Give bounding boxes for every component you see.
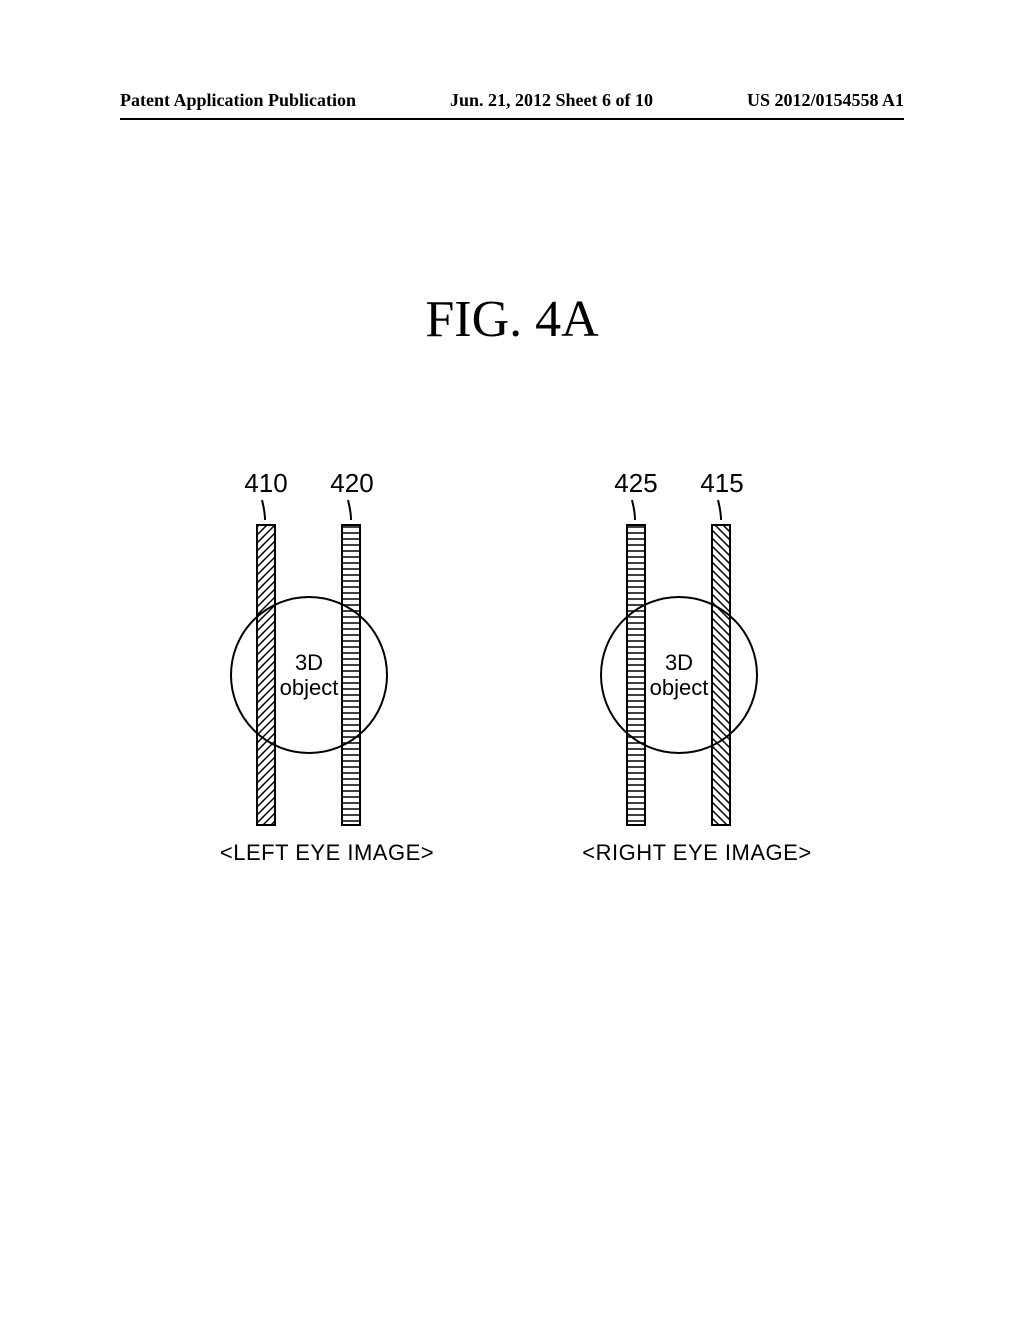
header-center: Jun. 21, 2012 Sheet 6 of 10 — [450, 90, 653, 111]
bar-415 — [712, 525, 730, 825]
left-eye-svg: 410 420 3D object — [202, 470, 452, 800]
bar-410 — [257, 525, 275, 825]
left-eye-panel: 410 420 3D object <LEFT EYE IMAGE> — [202, 470, 452, 866]
header-rule — [120, 118, 904, 120]
label-420: 420 — [330, 470, 373, 498]
object-text-line1: 3D — [295, 650, 323, 675]
right-eye-svg: 425 415 3D object — [572, 470, 822, 800]
figure-title: FIG. 4A — [0, 290, 1024, 349]
label-410: 410 — [244, 470, 287, 498]
header-left: Patent Application Publication — [120, 90, 356, 111]
right-eye-panel: 425 415 3D object <RIGHT EYE IMAGE> — [572, 470, 822, 866]
label-415: 415 — [700, 470, 743, 498]
bar-420 — [342, 525, 360, 825]
object-text-line2: object — [280, 675, 339, 700]
object-text-line2: object — [650, 675, 709, 700]
object-text-line1: 3D — [665, 650, 693, 675]
page-header: Patent Application Publication Jun. 21, … — [0, 90, 1024, 111]
diagram-area: 410 420 3D object <LEFT EYE IMAGE> — [0, 470, 1024, 866]
header-right: US 2012/0154558 A1 — [747, 90, 904, 111]
label-425: 425 — [614, 470, 657, 498]
bar-425 — [627, 525, 645, 825]
